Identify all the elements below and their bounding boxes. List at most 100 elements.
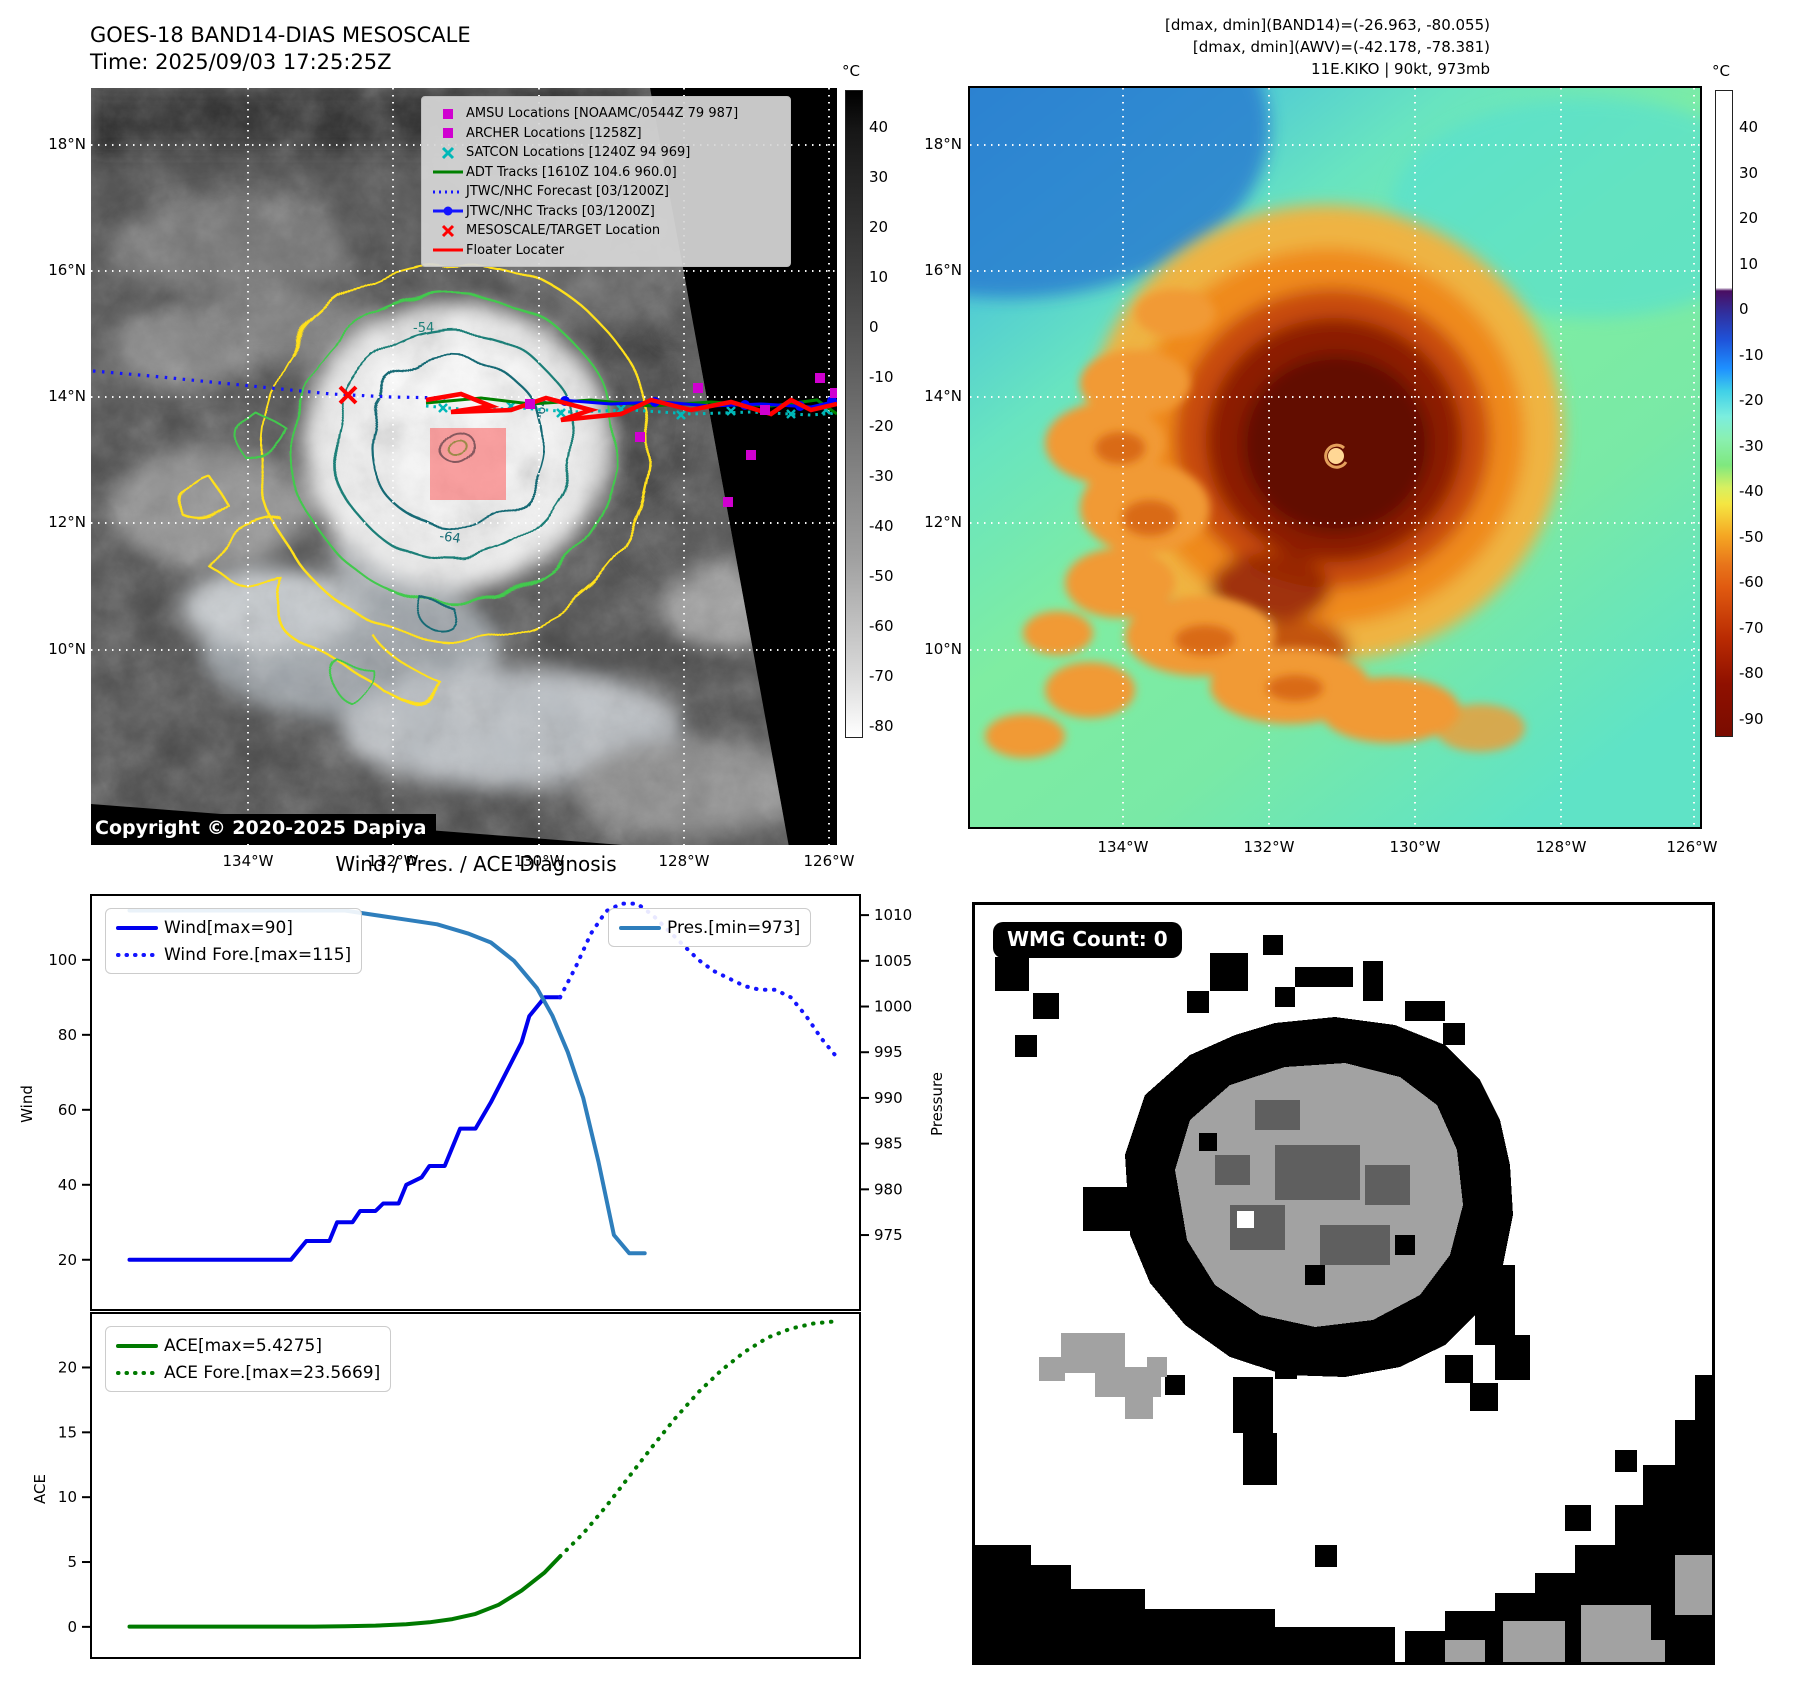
map-legend-item: AMSU Locations [NOAAMC/0544Z 79 987] — [430, 104, 782, 124]
awv-colorbar-tick: 30 — [1739, 163, 1759, 182]
ace-legend: ACE[max=5.4275] ACE Fore.[max=23.5669] — [105, 1326, 392, 1392]
right-map-gridlines — [970, 88, 1700, 827]
awv-colorbar — [1715, 90, 1733, 737]
contour-label-64-bottom: -64 — [438, 529, 461, 547]
y-left-tick: 20 — [58, 1358, 77, 1376]
right-map-lat-tick: 18°N — [924, 135, 962, 153]
ace-chart: 0 5 10 15 20 — [58, 1312, 861, 1659]
copyright-badge: Copyright © 2020-2025 Dapiya — [91, 814, 437, 844]
y-right-tick: 985 — [874, 1135, 903, 1153]
right-map-lon-tick: 130°W — [1389, 838, 1441, 856]
awv-colorbar-tick: 40 — [1739, 118, 1759, 136]
y-left-tick: 20 — [58, 1251, 77, 1269]
y-right-tick: 975 — [874, 1226, 903, 1244]
amsu-archer-markers — [525, 373, 837, 507]
chart-legend-label: Wind[max=90] — [164, 917, 293, 938]
y-right-tick: 1005 — [874, 952, 912, 970]
map-legend-marker — [430, 126, 466, 140]
map-legend-marker — [430, 204, 466, 218]
mesoscale-target-box — [430, 428, 506, 500]
solid-line-legend-icon — [619, 921, 667, 935]
left-map-lon-tick: 126°W — [803, 852, 855, 870]
wmg-count-badge: WMG Count: 0 — [993, 922, 1182, 958]
chart-legend-item: Wind Fore.[max=115] — [116, 941, 351, 968]
right-map-lon-tick: 134°W — [1097, 838, 1149, 856]
band14-colorbar-tick: -40 — [869, 517, 894, 536]
left-map-lon-tick: 134°W — [222, 852, 274, 870]
map-legend-label: MESOSCALE/TARGET Location — [466, 223, 661, 239]
figure-title-block: GOES-18 BAND14-DIAS MESOSCALE Time: 2025… — [90, 22, 471, 76]
band14-colorbar-tick: -30 — [869, 467, 894, 486]
wmg-darkgray-patches — [1215, 1100, 1410, 1265]
band14-colorbar-tick: -50 — [869, 567, 894, 586]
right-map-lat-tick: 12°N — [924, 513, 962, 531]
chart-legend-item: ACE Fore.[max=23.5669] — [116, 1359, 380, 1386]
left-map-lat-tick: 16°N — [48, 261, 86, 279]
x-legend-marker-icon — [441, 224, 455, 237]
dotted-line-legend-icon — [116, 1366, 164, 1380]
right-map-lon-tick: 132°W — [1243, 838, 1295, 856]
awv-imagery — [970, 88, 1700, 827]
storm-eye — [1328, 448, 1344, 464]
dotted-line-legend-icon — [116, 948, 164, 962]
map-legend-marker — [430, 185, 466, 199]
band14-colorbar-tick: -10 — [869, 367, 894, 386]
y-left-tick: 10 — [58, 1488, 77, 1506]
y-right-tick: 980 — [874, 1180, 903, 1198]
stats-block: [dmax, dmin](BAND14)=(-26.963, -80.055) … — [1165, 14, 1490, 80]
map-legend-item: ADT Tracks [1610Z 104.6 960.0] — [430, 163, 782, 183]
y-right-tick: 990 — [874, 1089, 903, 1107]
awv-colorbar-tick: -30 — [1739, 436, 1764, 455]
contour-label-54: -54 — [413, 321, 434, 336]
right-map-lat-tick: 14°N — [924, 387, 962, 405]
wmg-panel: WMG Count: 0 — [972, 902, 1715, 1665]
awv-color-satellite-map — [968, 86, 1702, 829]
map-legend-label: ADT Tracks [1610Z 104.6 960.0] — [466, 164, 677, 180]
wind-axis-label: Wind — [17, 1085, 36, 1123]
band14-colorbar-tick: 20 — [869, 217, 889, 236]
dmax-awv: [dmax, dmin](AWV)=(-42.178, -78.381) — [1192, 38, 1490, 56]
spiral-band-imagery — [985, 289, 1525, 758]
series-ace-max- — [127, 1554, 563, 1629]
map-legend-item: JTWC/NHC Tracks [03/1200Z] — [430, 202, 782, 222]
map-legend-item: SATCON Locations [1240Z 94 969] — [430, 143, 782, 163]
awv-colorbar-tick: -50 — [1739, 527, 1764, 546]
band14-colorbar-tick: -20 — [869, 417, 894, 436]
map-legend-marker — [430, 165, 466, 179]
series-ace-fore-max- — [558, 1319, 839, 1559]
map-legend-item: JTWC/NHC Forecast [03/1200Z] — [430, 182, 782, 202]
wmg-mask-imagery — [975, 905, 1712, 1662]
right-map-lon-tick: 126°W — [1666, 838, 1718, 856]
y-left-tick: 5 — [67, 1553, 77, 1571]
map-legend-marker — [430, 107, 466, 121]
map-legend-label: JTWC/NHC Forecast [03/1200Z] — [466, 184, 669, 200]
square-legend-marker-icon — [443, 128, 453, 139]
series-wind-fore-max- — [558, 901, 839, 1060]
awv-colorbar-tick: -70 — [1739, 618, 1764, 637]
awv-colorbar-tick: 10 — [1739, 254, 1759, 273]
floater-track — [425, 391, 837, 423]
pressure-legend: Pres.[min=973] — [608, 908, 812, 947]
chart-legend-label: Pres.[min=973] — [667, 917, 801, 938]
x-legend-marker-icon — [441, 146, 455, 159]
map-legend-label: ARCHER Locations [1258Z] — [466, 125, 642, 141]
chart-spine — [90, 1312, 861, 1659]
solid-line-legend-icon — [116, 1339, 164, 1353]
square-legend-marker-icon — [443, 108, 453, 119]
chart-legend-item: Wind[max=90] — [116, 914, 351, 941]
awv-colorbar-tick: -20 — [1739, 391, 1764, 409]
band14-colorbar-tick: -80 — [869, 716, 894, 735]
band14-colorbar-unit: °C — [842, 62, 860, 80]
spiral-band-cold-spots — [1095, 432, 1323, 701]
y-right-tick: 1000 — [874, 998, 912, 1016]
chart-legend-label: Wind Fore.[max=115] — [164, 944, 352, 965]
right-map-lat-tick: 16°N — [924, 261, 962, 279]
awv-colorbar-tick: -90 — [1739, 709, 1764, 728]
right-map-lat-tick: 10°N — [924, 640, 962, 658]
band14-colorbar-tick: 0 — [869, 317, 879, 336]
left-map-lat-tick: 18°N — [48, 135, 86, 153]
left-map-lon-tick: 132°W — [367, 852, 419, 870]
left-map-lon-tick: 128°W — [658, 852, 710, 870]
timestamp: Time: 2025/09/03 17:25:25Z — [90, 50, 392, 74]
